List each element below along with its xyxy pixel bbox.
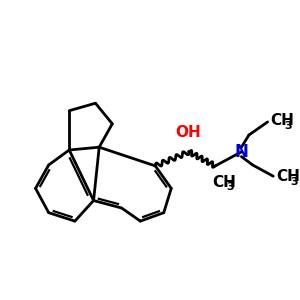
Text: 3: 3 [284,121,292,131]
Text: 3: 3 [290,177,298,187]
Text: CH: CH [212,175,236,190]
Text: CH: CH [276,169,300,184]
Text: CH: CH [270,112,294,128]
Text: N: N [235,143,248,161]
Text: 3: 3 [226,182,234,192]
Text: OH: OH [175,125,201,140]
